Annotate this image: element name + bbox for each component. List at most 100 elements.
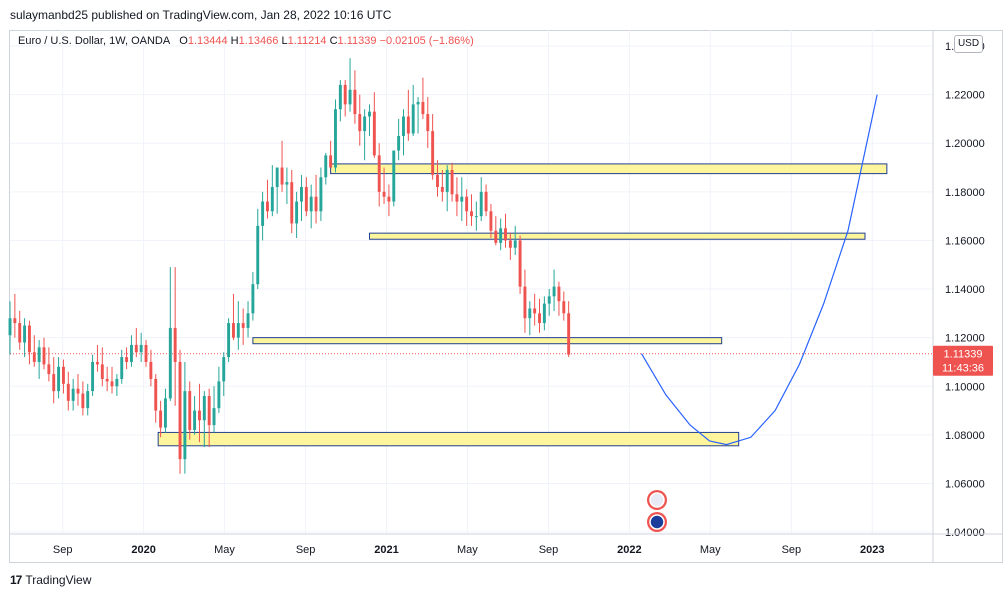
last-price-tag-bg [933, 345, 993, 376]
low-value: 1.11214 [287, 35, 327, 47]
footer-brand[interactable]: 17 TradingView [10, 573, 91, 587]
candle [115, 374, 119, 396]
candle [270, 165, 274, 217]
candle [338, 80, 342, 122]
candle-body [411, 104, 415, 134]
candle [8, 301, 12, 355]
candle [363, 109, 367, 161]
support-resistance-zone [330, 163, 888, 175]
candle [300, 174, 303, 222]
symbol-title[interactable]: Euro / U.S. Dollar, 1W, OANDA [18, 35, 171, 47]
candle-body [178, 361, 182, 460]
candle-body [567, 313, 571, 355]
candle-body [363, 116, 367, 132]
candle-body [149, 361, 153, 379]
eu-flag-event-icon[interactable] [647, 512, 667, 532]
y-tick-label: 1.20000 [945, 138, 985, 150]
currency-button[interactable]: USD [954, 35, 983, 53]
candle [125, 347, 129, 370]
candle-body [232, 323, 235, 338]
candle [411, 84, 415, 136]
candle [23, 318, 27, 358]
candle [159, 400, 163, 438]
candle [533, 293, 537, 326]
candle-body [455, 194, 459, 202]
candle-body [13, 318, 17, 324]
tradingview-logo-icon: 17 [10, 573, 22, 587]
candle [144, 340, 148, 367]
candle [188, 381, 192, 440]
candle-body [290, 182, 294, 224]
candle-body [440, 186, 444, 192]
open-value: 1.13444 [187, 35, 228, 47]
chart-frame[interactable] [9, 30, 1003, 563]
candle-body [368, 111, 371, 117]
eu-flag-event-icon-disc [649, 514, 665, 530]
x-tick-label: Sep [782, 544, 802, 556]
candle-body [266, 201, 269, 212]
candle-body [193, 410, 197, 430]
candle-body [353, 89, 357, 115]
candle [154, 374, 158, 423]
us-flag-event-icon-disc [649, 492, 665, 508]
candle [37, 340, 41, 379]
candle [149, 349, 153, 387]
candle-body [406, 116, 410, 134]
candle [431, 114, 435, 180]
candle-body [134, 344, 138, 353]
x-tick-label: 2023 [860, 544, 884, 556]
us-flag-event-icon[interactable] [647, 490, 667, 510]
candle [348, 58, 352, 112]
candle-body [528, 308, 532, 319]
candle-body [426, 114, 430, 132]
candle [13, 293, 17, 338]
candle [445, 165, 449, 212]
x-tick-label: May [457, 544, 478, 556]
candle-body [256, 225, 260, 285]
candle-body [222, 357, 226, 382]
candle [222, 352, 226, 396]
candle [479, 177, 483, 222]
y-tick-label: 1.04000 [945, 527, 985, 539]
candle-body [246, 313, 250, 328]
candle [256, 208, 260, 290]
candle-body [295, 201, 299, 224]
candle-body [37, 347, 41, 362]
candle [57, 357, 61, 399]
candle-body [8, 318, 12, 336]
candle [518, 235, 522, 294]
candle [567, 301, 571, 358]
candle [76, 374, 80, 406]
x-tick-label: 2022 [617, 544, 641, 556]
candle-body [280, 167, 284, 185]
countdown-value: 11:43:36 [942, 363, 984, 375]
candle-body [416, 101, 420, 105]
y-tick-label: 1.10000 [945, 381, 985, 393]
candle-body [421, 101, 425, 115]
candle [47, 347, 51, 382]
candle-body [304, 186, 308, 212]
candle [134, 327, 138, 358]
candle [557, 281, 561, 316]
candle [392, 150, 396, 207]
candle-body [348, 89, 352, 105]
y-tick-label: 1.22000 [945, 90, 985, 102]
candle-body [183, 391, 187, 460]
candle-body [251, 284, 255, 314]
candle [489, 203, 493, 239]
last-price-tag: 1.11339 11:43:36 [933, 345, 993, 376]
candle [538, 298, 541, 333]
candle-body [314, 196, 318, 212]
candle [436, 160, 439, 197]
high-value: 1.13466 [238, 35, 279, 47]
candle-body [372, 111, 376, 156]
candle [81, 381, 85, 416]
close-label: C [329, 35, 338, 47]
candle [18, 310, 22, 350]
candle-body [168, 327, 172, 399]
support-resistance-zone [157, 431, 740, 447]
candle [309, 184, 313, 229]
candle [32, 335, 36, 367]
candle [329, 140, 333, 168]
